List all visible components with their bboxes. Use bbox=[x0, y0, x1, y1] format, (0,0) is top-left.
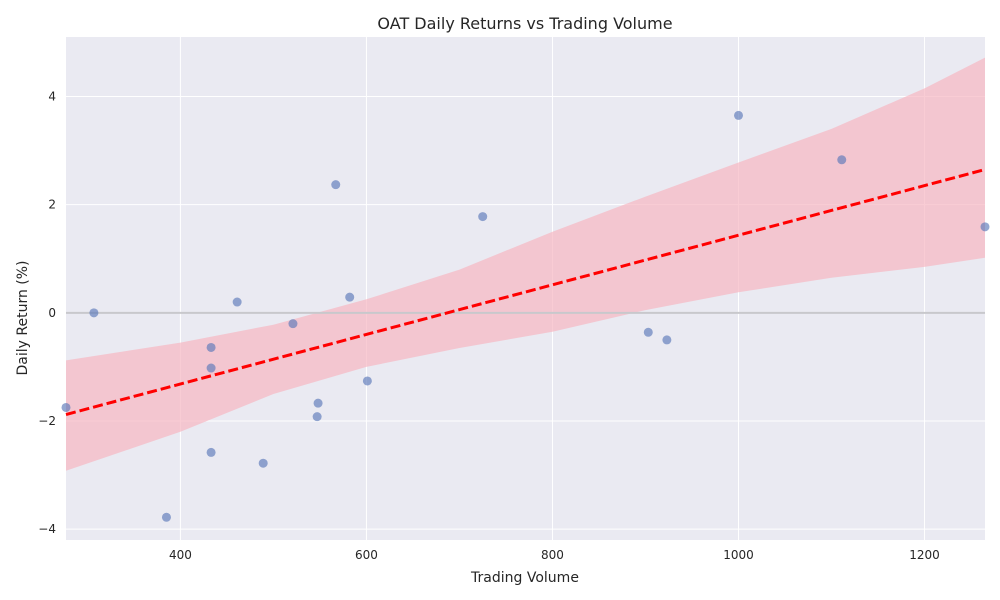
confidence-band-layer bbox=[66, 57, 985, 471]
y-tick-label: −4 bbox=[38, 522, 56, 536]
regression-line bbox=[65, 168, 986, 416]
data-point bbox=[837, 155, 847, 165]
data-point bbox=[258, 458, 268, 468]
y-axis-title: Daily Return (%) bbox=[15, 260, 31, 375]
data-point bbox=[478, 212, 488, 222]
data-point bbox=[734, 110, 744, 120]
x-tick-label: 800 bbox=[541, 548, 564, 562]
data-point bbox=[980, 222, 990, 232]
data-point bbox=[288, 319, 298, 329]
x-tick-label: 600 bbox=[355, 548, 378, 562]
data-point bbox=[161, 512, 171, 522]
x-tick-label: 1200 bbox=[909, 548, 940, 562]
data-point bbox=[61, 402, 71, 412]
x-axis-title: Trading Volume bbox=[470, 570, 579, 586]
data-point bbox=[313, 398, 323, 408]
data-point bbox=[345, 292, 355, 302]
y-tick-label: −2 bbox=[38, 414, 56, 428]
data-point bbox=[331, 180, 341, 190]
data-point bbox=[662, 335, 672, 345]
data-point bbox=[89, 308, 99, 318]
chart-title: OAT Daily Returns vs Trading Volume bbox=[377, 14, 672, 33]
x-tick-label: 400 bbox=[169, 548, 192, 562]
data-point bbox=[206, 342, 216, 352]
data-point bbox=[643, 327, 653, 337]
data-point bbox=[312, 412, 322, 422]
data-point bbox=[232, 297, 242, 307]
confidence-band bbox=[66, 57, 985, 471]
x-tick-label: 1000 bbox=[723, 548, 754, 562]
data-point bbox=[206, 363, 216, 373]
x-tick-labels: 400 600 800 1000 1200 bbox=[169, 548, 940, 562]
points-layer bbox=[61, 110, 990, 522]
y-tick-label: 2 bbox=[48, 198, 56, 212]
y-tick-label: 4 bbox=[48, 89, 56, 103]
data-point bbox=[362, 376, 372, 386]
data-point bbox=[206, 447, 216, 457]
y-tick-label: 0 bbox=[48, 306, 56, 320]
y-tick-labels: −4 −2 0 2 4 bbox=[38, 89, 56, 536]
regression-line-layer bbox=[65, 168, 986, 416]
